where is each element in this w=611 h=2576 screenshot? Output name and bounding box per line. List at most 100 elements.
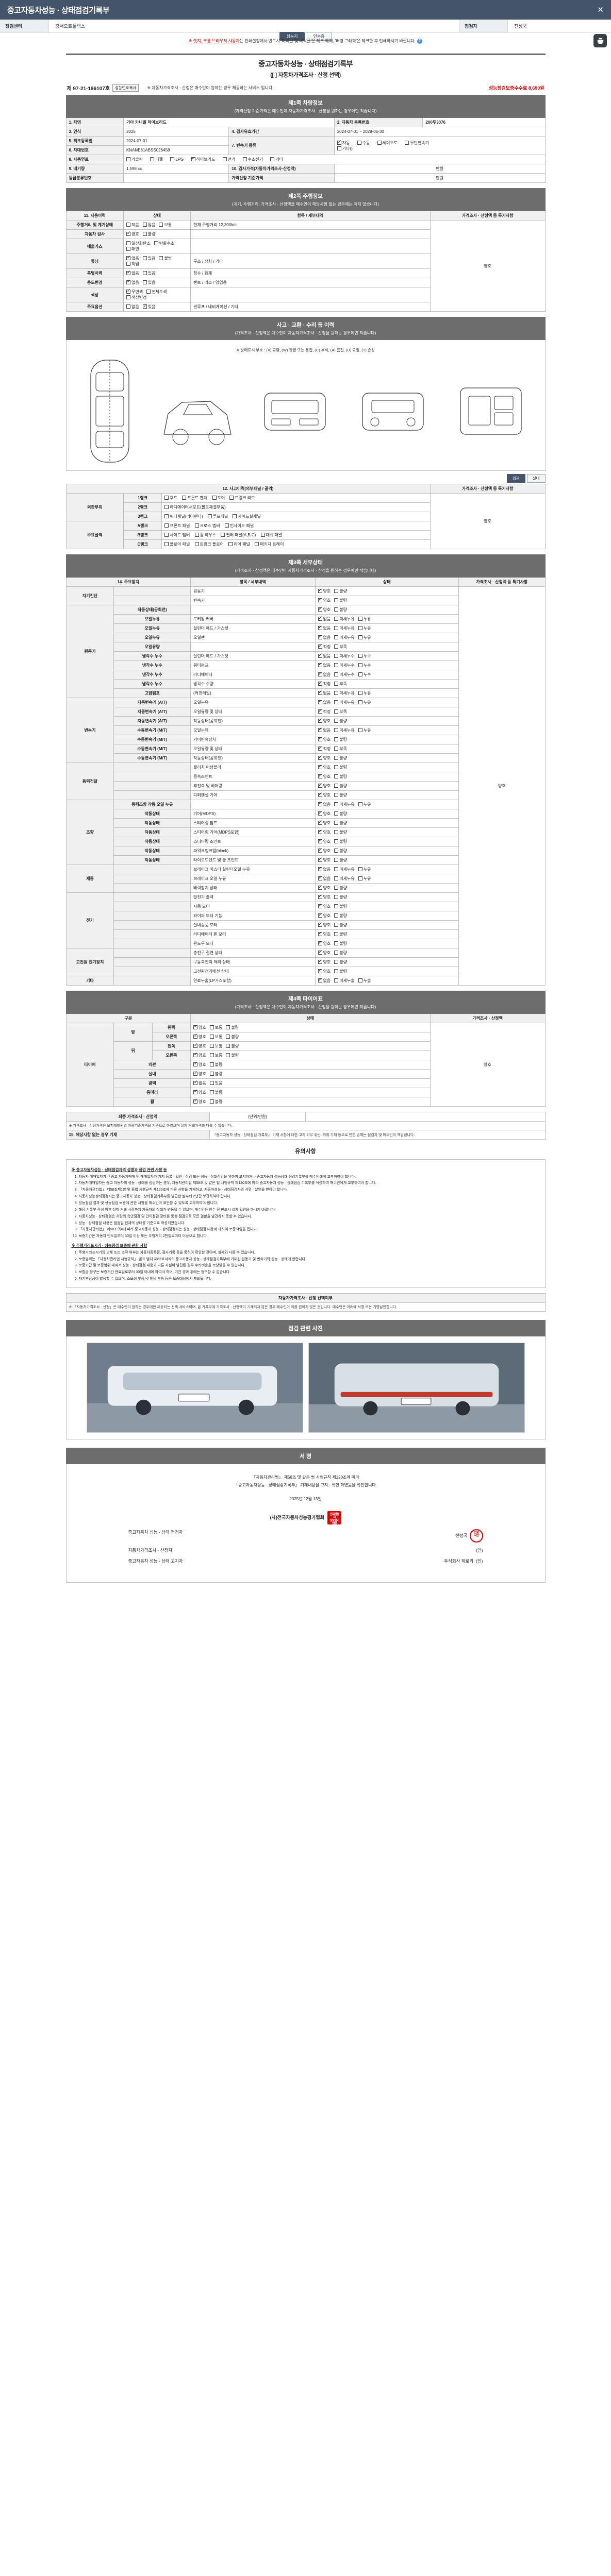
option-양호[interactable]: 양호 [318,968,331,974]
photo-thumbnail[interactable] [308,1342,525,1433]
option-누수[interactable]: 누수 [358,653,371,659]
checkbox-icon[interactable] [334,858,339,862]
checkbox-icon[interactable] [334,598,339,602]
option-불량[interactable]: 불량 [334,941,347,946]
option-양호[interactable]: 양호 [318,903,331,909]
checkbox-icon[interactable] [226,1025,230,1029]
option-색상변경[interactable]: 색상변경 [126,295,146,300]
option-양호[interactable]: 양호 [318,894,331,900]
checkbox-icon[interactable] [207,514,212,518]
checkbox-icon[interactable] [358,700,362,704]
checkbox-icon[interactable] [318,755,322,760]
checkbox-icon[interactable] [318,977,322,982]
option-불량[interactable]: 불량 [334,848,347,854]
checkbox-icon[interactable] [334,821,339,825]
option-미세누유[interactable]: 미세누유 [334,727,355,733]
checkbox-icon[interactable] [334,756,339,760]
option-양호[interactable]: 양호 [193,1071,206,1077]
checkbox-icon[interactable] [212,496,217,500]
checkbox-icon[interactable] [209,1099,214,1104]
checkbox-icon[interactable] [334,811,339,816]
checkbox-icon[interactable] [193,1071,198,1076]
checkbox-icon[interactable] [334,719,339,723]
checkbox-icon[interactable] [334,839,339,843]
checkbox-icon[interactable] [270,157,275,161]
option-없음[interactable]: 없음 [318,727,331,733]
option-보통[interactable]: 보통 [159,222,172,228]
checkbox-icon[interactable] [164,523,169,528]
option-불량[interactable]: 불량 [334,969,347,974]
option-양호[interactable]: 양호 [193,1043,206,1049]
checkbox-icon[interactable] [318,625,322,630]
option-탄화수소[interactable]: 탄화수소 [154,241,174,246]
option-부족[interactable]: 부족 [334,746,347,752]
checkbox-icon[interactable] [221,533,225,537]
option-미세누유[interactable]: 미세누유 [334,867,355,872]
option-미세누수[interactable]: 미세누수 [334,672,355,677]
checkbox-icon[interactable] [334,951,339,955]
checkbox-icon[interactable] [170,157,175,161]
option-양호[interactable]: 양호 [318,597,331,603]
checkbox-icon[interactable] [318,848,322,853]
option-불량[interactable]: 불량 [209,1099,222,1105]
checkbox-icon[interactable] [126,304,130,309]
checkbox-icon[interactable] [182,496,187,500]
option-없음[interactable]: 없음 [318,866,331,872]
checkbox-icon[interactable] [126,295,130,299]
checkbox-icon[interactable] [126,279,131,284]
option-부족[interactable]: 부족 [334,709,347,715]
option-양호[interactable]: 양호 [318,838,331,844]
help-icon[interactable]: ? [417,38,422,44]
option-불량[interactable]: 불량 [334,922,347,928]
option-불량[interactable]: 불량 [334,588,347,594]
option-불량[interactable]: 불량 [226,1034,239,1040]
checkbox-icon[interactable] [194,533,199,537]
opt-trans-2[interactable]: 세미오토 [377,140,398,146]
option-양호[interactable]: 양호 [318,931,331,937]
checkbox-icon[interactable] [318,912,322,918]
option-불량[interactable]: 불량 [334,950,347,956]
option-보통[interactable]: 보통 [209,1025,222,1030]
option-없음[interactable]: 없음 [318,616,331,622]
car-rear-view-diagram[interactable] [354,357,432,465]
print-icon[interactable] [593,34,607,47]
checkbox-icon[interactable] [209,1062,214,1066]
option-불량[interactable]: 불량 [226,1025,239,1030]
checkbox-icon[interactable] [164,533,169,537]
option-양호[interactable]: 양호 [318,857,331,863]
checkbox-icon[interactable] [358,626,362,630]
opt-trans-4[interactable]: 기타() [337,146,353,151]
checkbox-icon[interactable] [193,1080,198,1085]
option-양호[interactable]: 양호 [318,959,331,965]
checkbox-icon[interactable] [318,885,322,890]
opt-fuel-5[interactable]: 수소전기 [242,157,263,162]
checkbox-icon[interactable] [318,634,322,639]
close-icon[interactable]: ✕ [597,6,604,14]
opt-fuel-1[interactable]: 디젤 [150,157,163,162]
checkbox-icon[interactable] [337,146,341,150]
checkbox-icon[interactable] [334,663,339,667]
checkbox-icon[interactable] [209,1044,214,1048]
takeover-tab-button[interactable]: 인수증 [306,32,332,41]
checkbox-icon[interactable] [334,700,339,704]
option-양호[interactable]: 양호 [193,1052,206,1058]
option-불량[interactable]: 불량 [334,607,347,613]
option-불량[interactable]: 불량 [334,959,347,965]
checkbox-icon[interactable] [193,1089,198,1094]
option-미세누출[interactable]: 미세누출 [334,978,355,984]
option-미세누유[interactable]: 미세누유 [334,625,355,631]
option-매연[interactable]: 매연 [126,246,139,252]
checkbox-icon[interactable] [318,727,322,732]
option-불량[interactable]: 불량 [334,820,347,826]
checkbox-icon[interactable] [334,607,339,612]
option-양호[interactable]: 양호 [318,810,331,817]
option-없음[interactable]: 없음 [126,270,139,276]
copy-number-button[interactable]: 성능번호복사 [112,84,139,92]
option-없음[interactable]: 없음 [318,662,331,668]
option-불량[interactable]: 불량 [334,839,347,844]
checkbox-icon[interactable] [334,969,339,973]
checkbox-icon[interactable] [318,801,322,806]
option-미세누유[interactable]: 미세누유 [334,635,355,640]
checkbox-icon[interactable] [318,736,322,741]
option-없음[interactable]: 없음 [193,1080,206,1086]
